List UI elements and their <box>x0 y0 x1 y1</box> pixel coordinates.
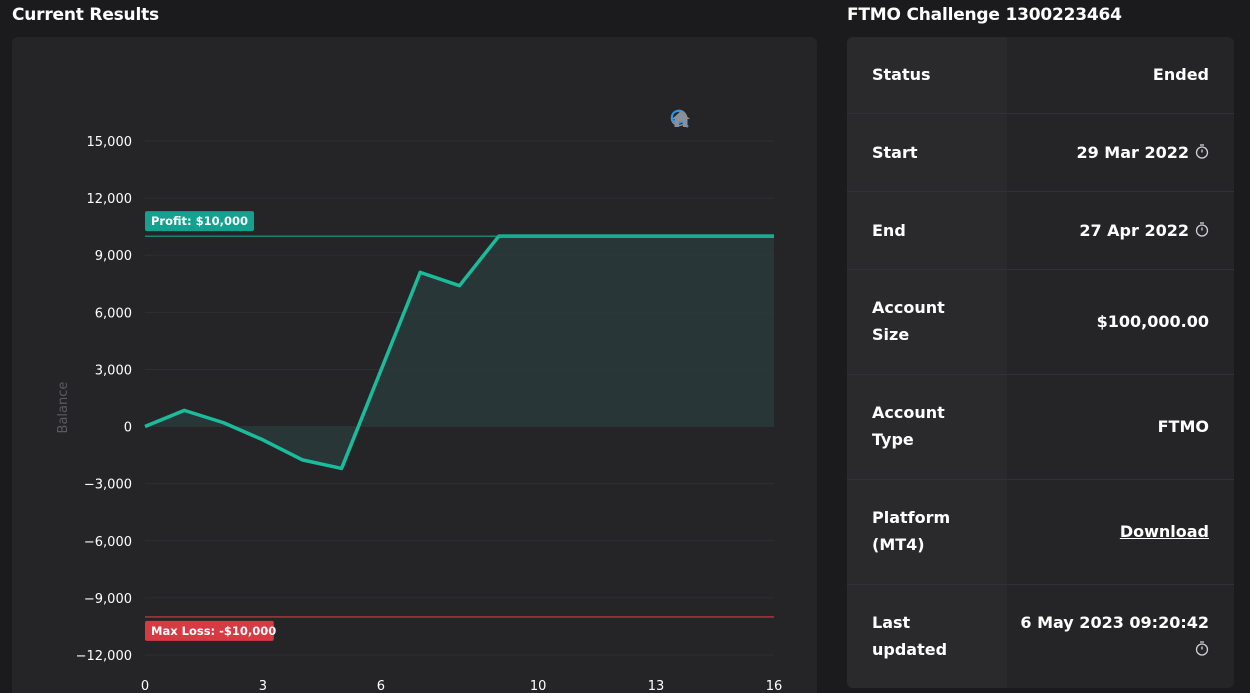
challenge-info-panel: Status Ended Start 29 Mar 2022 End 27 Ap… <box>847 37 1234 688</box>
last-updated-label: Last updated <box>872 613 948 659</box>
y-tick-label: 15,000 <box>87 135 133 150</box>
x-tick-label: 3 <box>259 679 267 693</box>
status-label: Status <box>872 65 931 84</box>
x-tick-label: 6 <box>377 679 385 693</box>
annotation-label: Max Loss: -$10,000 <box>151 624 276 638</box>
download-link[interactable]: Download <box>1119 522 1209 541</box>
chart-toolbar <box>670 109 780 133</box>
start-row: Start 29 Mar 2022 <box>847 114 1234 192</box>
y-tick-label: 3,000 <box>95 363 132 378</box>
series-line <box>144 234 774 471</box>
start-label: Start <box>872 143 918 162</box>
account-type-value: FTMO <box>1157 417 1209 436</box>
y-tick-label: 0 <box>124 421 132 436</box>
status-row: Status Ended <box>847 37 1234 114</box>
end-label: End <box>872 221 906 240</box>
account-size-row: Account Size $100,000.00 <box>847 270 1234 375</box>
x-tick-label: 16 <box>766 679 783 693</box>
balance-chart: 15,000 12,000 9,000 6,000 3,000 0 −3,000 −6,000… <box>56 135 783 693</box>
y-tick-label: −6,000 <box>84 535 132 550</box>
last-updated-row: Last updated 6 May 2023 09:20:42 <box>847 585 1234 688</box>
annotation-badge <box>145 620 274 641</box>
zoom-select-icon[interactable] <box>671 110 740 132</box>
status-value: Ended <box>1152 65 1209 84</box>
account-type-row: Account Type FTMO <box>847 375 1234 480</box>
annotation-label: Profit: $10,000 <box>151 214 248 228</box>
end-row: End 27 Apr 2022 <box>847 192 1234 270</box>
y-tick-label: 6,000 <box>95 306 132 321</box>
timer-icon <box>1195 218 1209 245</box>
platform-row: Platform (MT4) Download <box>847 480 1234 585</box>
annotation-badge <box>145 211 254 232</box>
account-type-label: Account Type <box>872 403 945 449</box>
end-value: 27 Apr 2022 <box>1079 221 1189 240</box>
timer-icon <box>1195 140 1209 167</box>
x-tick-label: 10 <box>530 679 547 693</box>
start-value: 29 Mar 2022 <box>1076 143 1189 162</box>
account-size-value: $100,000.00 <box>1096 312 1209 331</box>
challenge-title: FTMO Challenge 1300223464 <box>847 5 1122 25</box>
balance-chart-panel: 15,000 12,000 9,000 6,000 3,000 0 −3,000 −6,000… <box>12 37 817 693</box>
last-updated-value: 6 May 2023 09:20:42 <box>1020 613 1209 632</box>
y-tick-label: 9,000 <box>95 249 132 264</box>
platform-label: Platform (MT4) <box>872 508 951 554</box>
home-icon[interactable] <box>672 110 764 132</box>
timer-icon <box>1195 637 1209 664</box>
y-axis-label: Balance <box>56 382 71 434</box>
series-area <box>145 236 774 469</box>
y-tick-label: 12,000 <box>87 192 133 207</box>
x-tick-label: 0 <box>141 679 149 693</box>
y-tick-label: −12,000 <box>76 649 132 664</box>
account-size-label: Account Size <box>872 298 945 344</box>
x-tick-label: 13 <box>648 679 665 693</box>
y-tick-label: −9,000 <box>84 592 132 607</box>
y-tick-label: −3,000 <box>84 478 132 493</box>
current-results-title: Current Results <box>12 5 159 25</box>
zoom-out-icon[interactable] <box>670 109 716 132</box>
